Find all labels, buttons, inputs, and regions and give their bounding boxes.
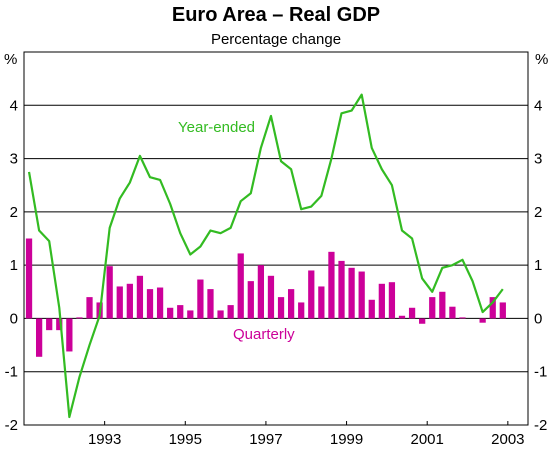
y-tick-label-left: 1: [10, 257, 18, 274]
quarterly-bar: [217, 310, 224, 319]
quarterly-bar: [388, 282, 396, 319]
quarterly-bar: [257, 265, 265, 319]
quarterly-bar: [318, 286, 325, 319]
quarterly-bar: [66, 318, 73, 352]
x-axis: 1993 1995 1997 1999 2001 2003: [88, 421, 525, 448]
quarterly-bar: [308, 270, 315, 319]
quarterly-bar: [25, 238, 33, 319]
quarterly-bar: [227, 305, 234, 319]
x-tick-label: 2003: [491, 431, 524, 448]
quarterly-bar: [489, 297, 496, 319]
series-label-year-ended: Year-ended: [178, 119, 255, 136]
y-tick-label-left: 2: [10, 204, 18, 221]
quarterly-bar: [267, 275, 275, 319]
quarterly-bar: [328, 251, 335, 319]
quarterly-bar: [167, 307, 174, 319]
quarterly-bar: [429, 297, 436, 319]
quarterly-bar: [116, 286, 123, 319]
quarterly-bar: [156, 287, 164, 319]
y-tick-label-left: -1: [5, 364, 18, 381]
quarterly-bar: [358, 271, 365, 319]
y-unit-left: %: [4, 51, 17, 68]
quarterly-bar: [277, 297, 285, 319]
x-tick-label: 2001: [411, 431, 444, 448]
quarterly-bar: [56, 318, 63, 331]
chart-subtitle: Percentage change: [210, 31, 342, 48]
quarterly-bar: [459, 317, 466, 319]
quarterly-bar: [76, 317, 83, 319]
quarterly-bar: [86, 297, 93, 319]
quarterly-bar: [237, 253, 244, 319]
series-label-quarterly: Quarterly: [233, 326, 295, 343]
quarterly-bar: [136, 275, 144, 319]
quarterly-bar: [439, 291, 446, 319]
year-ended-line: [27, 93, 504, 419]
quarterly-bar: [106, 266, 113, 319]
quarterly-bar: [197, 279, 204, 319]
quarterly-bar: [378, 283, 385, 319]
y-tick-label-right: 4: [534, 97, 542, 114]
y-axis-left: -2 -1 0 1 2 3 4: [5, 97, 18, 434]
y-tick-label-left: 3: [10, 151, 18, 168]
quarterly-bar: [35, 318, 43, 357]
quarterly-bars: [25, 238, 506, 357]
x-tick-label: 1997: [249, 431, 282, 448]
y-tick-label-right: -1: [534, 364, 547, 381]
x-tick-label: 1995: [169, 431, 202, 448]
quarterly-bar: [348, 267, 355, 319]
y-tick-label-right: -2: [534, 417, 547, 434]
quarterly-bar: [146, 289, 154, 319]
plot-frame: [23, 51, 529, 426]
quarterly-bar: [187, 310, 194, 319]
quarterly-bar: [298, 302, 305, 319]
y-tick-label-left: 4: [10, 97, 18, 114]
quarterly-bar: [46, 318, 53, 331]
quarterly-bar: [247, 281, 254, 319]
y-tick-label-right: 1: [534, 257, 542, 274]
quarterly-bar: [368, 299, 375, 319]
quarterly-bar: [177, 305, 184, 319]
quarterly-bar: [419, 318, 426, 324]
quarterly-bar: [449, 306, 456, 319]
y-unit-right: %: [535, 51, 548, 68]
quarterly-bar: [287, 289, 295, 319]
y-tick-label-left: 0: [10, 310, 18, 327]
y-tick-label-right: 3: [534, 151, 542, 168]
chart-title: Euro Area – Real GDP: [171, 4, 381, 26]
quarterly-bar: [126, 283, 133, 319]
y-tick-label-right: 0: [534, 310, 542, 327]
x-tick-label: 1999: [330, 431, 363, 448]
y-axis-right: -2 -1 0 1 2 3 4: [534, 97, 547, 434]
quarterly-bar: [408, 307, 416, 319]
quarterly-bar: [338, 260, 345, 319]
y-tick-label-left: -2: [5, 417, 18, 434]
x-tick-label: 1993: [88, 431, 121, 448]
year-ended-line-group: [27, 93, 504, 419]
quarterly-bar: [398, 315, 406, 319]
quarterly-bar: [479, 318, 486, 323]
quarterly-bar: [207, 289, 214, 319]
quarterly-bar: [499, 302, 506, 319]
y-tick-label-right: 2: [534, 204, 542, 221]
